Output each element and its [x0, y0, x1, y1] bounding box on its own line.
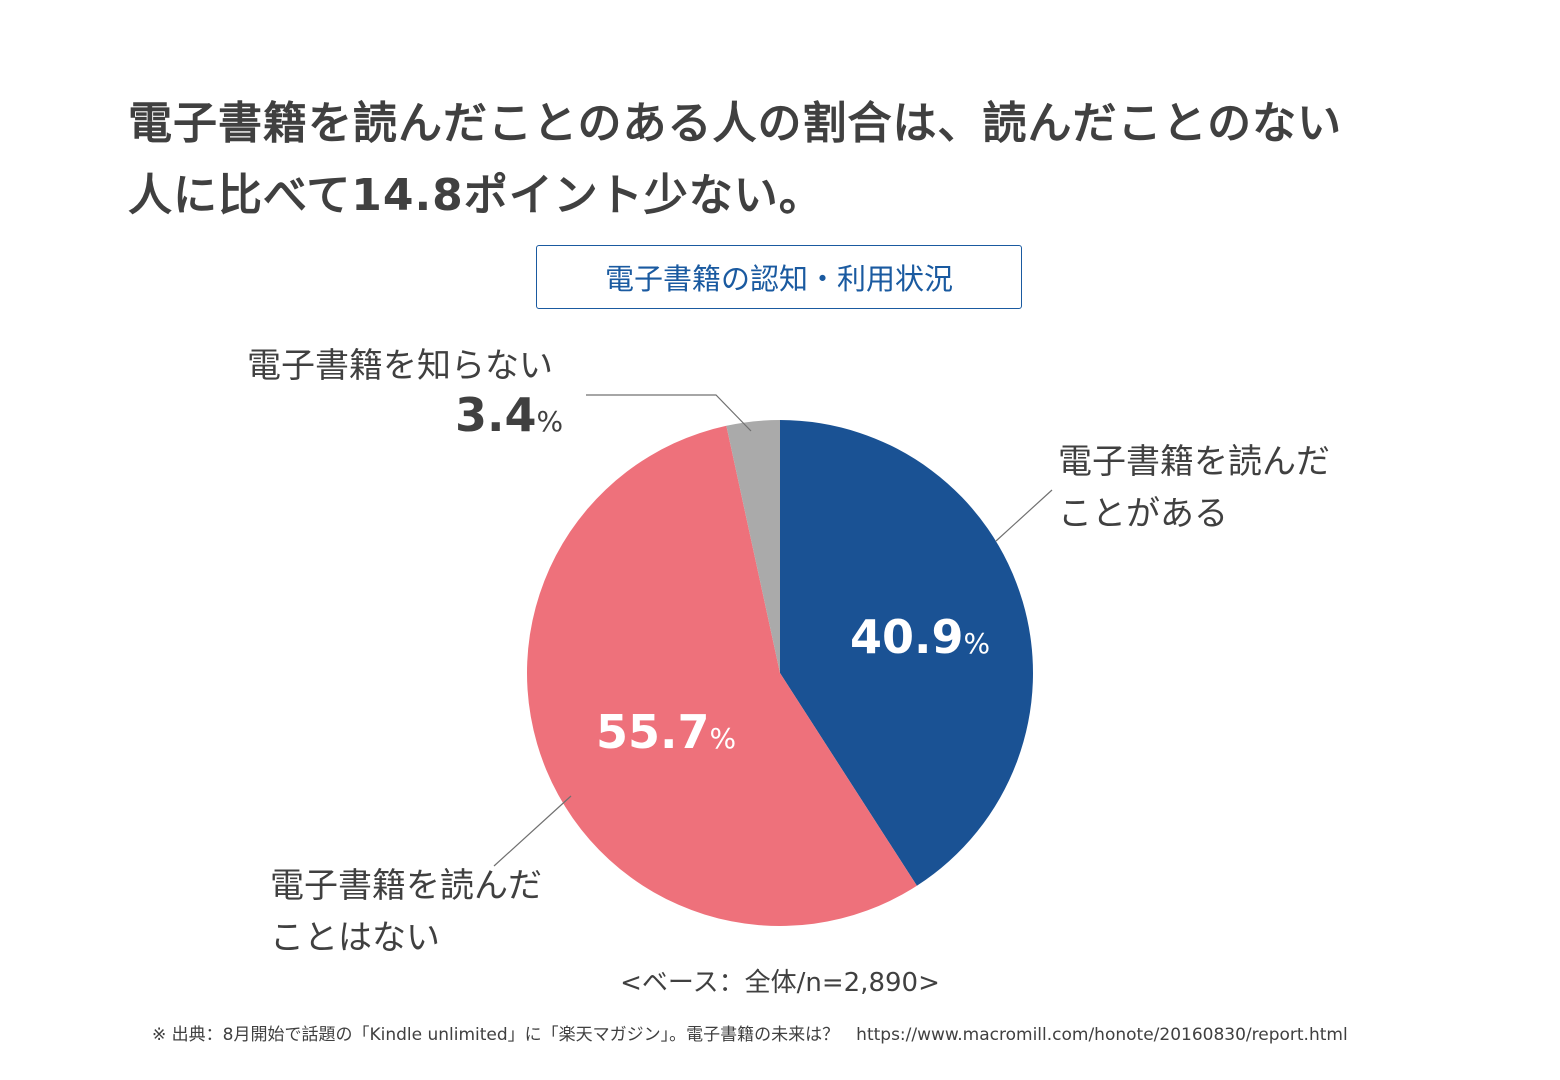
label-not-read-line-1: 電子書籍を読んだ — [270, 866, 542, 906]
chart-title: 電子書籍の認知・利用状況 — [536, 245, 1022, 309]
leader-lines — [493, 394, 1053, 867]
headline-line-2: 人に比べて14.8ポイント少ない。 — [128, 170, 824, 221]
leader-line-unaware — [586, 394, 752, 432]
value-unaware-number: 3.4 — [455, 388, 537, 442]
label-not-read-line-2: ことはない — [270, 918, 440, 958]
label-unaware: 電子書籍を知らない — [247, 340, 553, 392]
value-not-read-unit: % — [709, 722, 737, 755]
slice-read — [780, 420, 1033, 886]
headline: 電子書籍を読んだことのある人の割合は、読んだことのない 人に比べて14.8ポイン… — [128, 88, 1468, 232]
value-label-read: 40.9% — [850, 610, 990, 664]
value-read-number: 40.9 — [850, 610, 964, 664]
label-read: 電子書籍を読んだ ことがある — [1058, 436, 1330, 540]
slice-not-read — [527, 425, 917, 926]
label-not-read: 電子書籍を読んだ ことはない — [270, 860, 542, 964]
headline-line-1: 電子書籍を読んだことのある人の割合は、読んだことのない — [128, 98, 1343, 149]
leader-line-not-read — [493, 795, 572, 867]
pie-slices — [527, 420, 1033, 926]
leader-line-read — [995, 489, 1053, 542]
base-note: <ベース：全体/n=2,890> — [620, 968, 940, 998]
value-unaware-unit: % — [536, 405, 564, 438]
source-note: ※ 出典：8月開始で話題の「Kindle unlimited」に「楽天マガジン」… — [152, 1025, 1348, 1045]
label-read-line-1: 電子書籍を読んだ — [1058, 442, 1330, 482]
label-read-line-2: ことがある — [1058, 494, 1228, 534]
value-label-not-read: 55.7% — [596, 705, 736, 759]
value-not-read-number: 55.7 — [596, 705, 710, 759]
value-label-unaware: 3.4% — [455, 388, 563, 442]
slice-unaware — [726, 420, 780, 673]
value-read-unit: % — [963, 627, 991, 660]
label-unaware-line-1: 電子書籍を知らない — [247, 346, 553, 386]
